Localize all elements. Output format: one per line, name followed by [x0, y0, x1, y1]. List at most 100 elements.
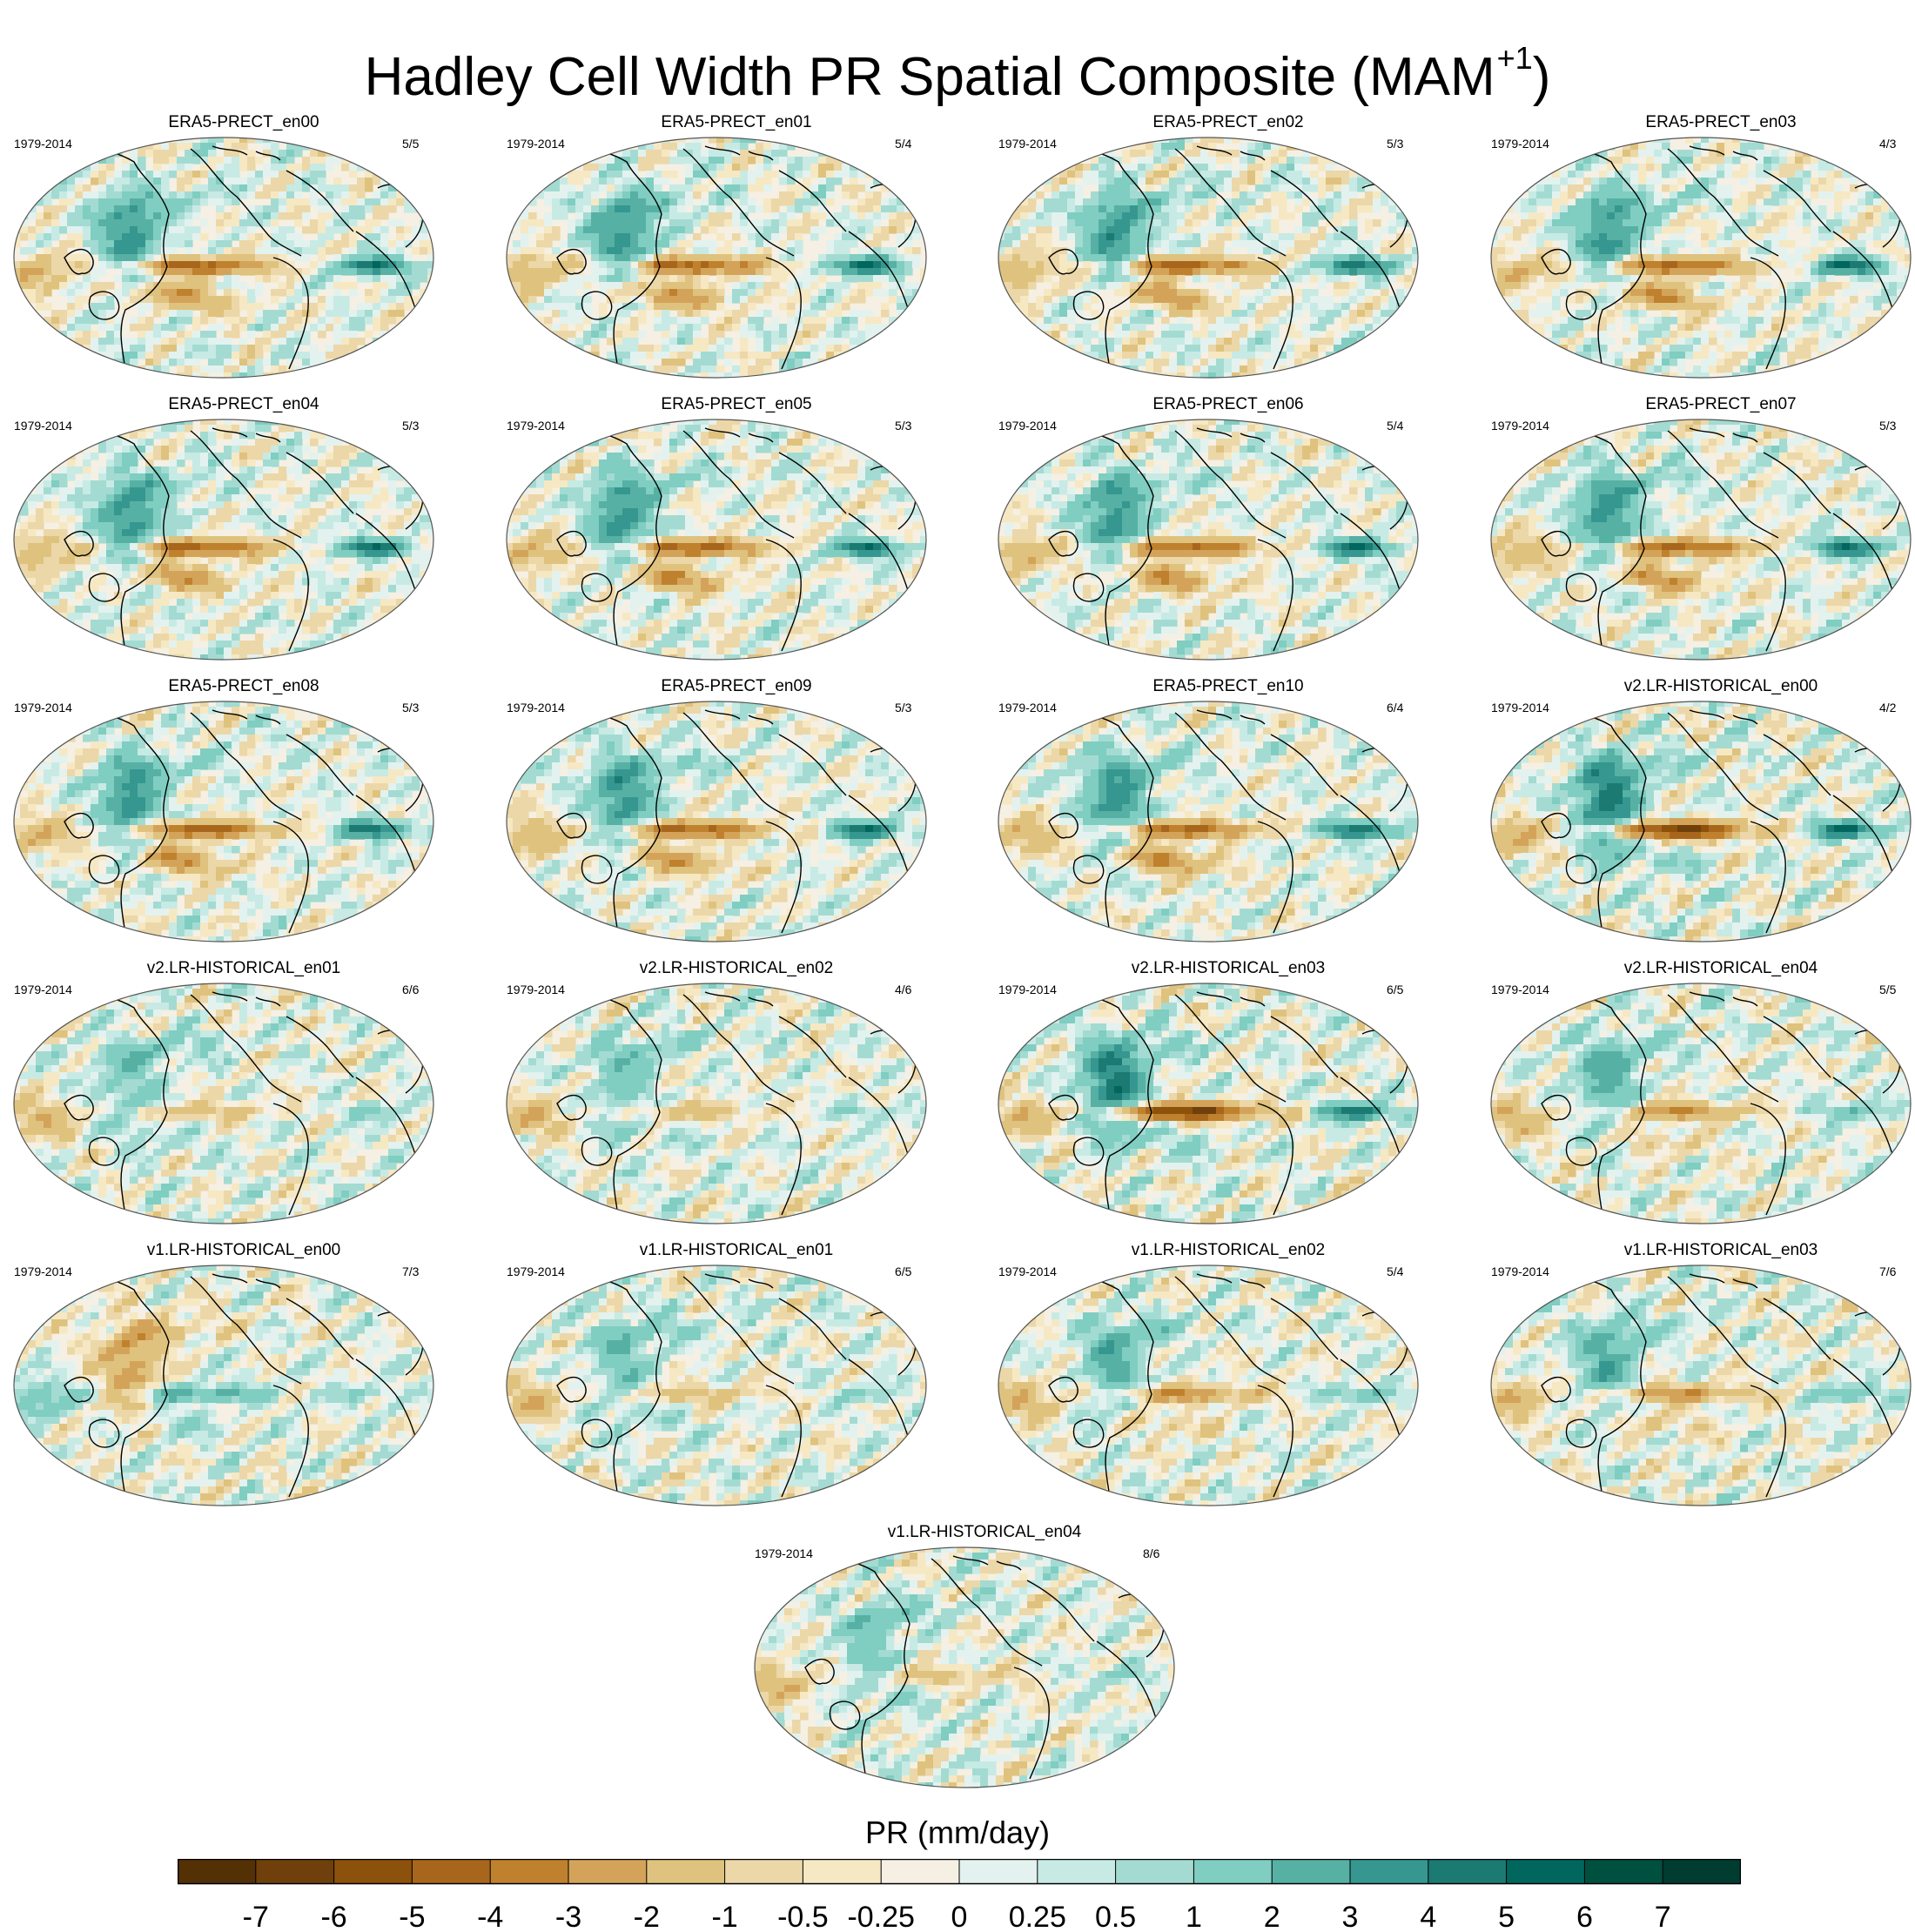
field-cell: [528, 226, 537, 234]
field-cell: [599, 233, 608, 241]
field-cell: [1028, 261, 1037, 269]
field-cell: [1153, 226, 1162, 234]
field-cell: [1161, 317, 1170, 325]
field-cell: [1373, 164, 1381, 171]
field-cell: [1255, 219, 1264, 227]
panel-period: 1979-2014: [1491, 137, 1549, 151]
field-cell: [161, 310, 170, 318]
field-cell: [1083, 282, 1092, 290]
field-cell: [263, 345, 272, 352]
field-cell: [630, 317, 639, 325]
field-cell: [357, 359, 366, 366]
field-cell: [44, 345, 52, 352]
field-cell: [787, 138, 796, 144]
field-cell: [36, 171, 44, 178]
field-cell: [44, 138, 52, 144]
field-cell: [544, 359, 553, 366]
field-cell: [208, 138, 217, 144]
panel-title: ERA5-PRECT_en02: [984, 113, 1472, 132]
field-cell: [286, 157, 295, 164]
field-cell: [412, 338, 420, 345]
field-cell: [873, 345, 882, 352]
field-cell: [1326, 331, 1334, 339]
field-cell: [1075, 184, 1084, 192]
field-cell: [28, 247, 37, 255]
field-cell: [1365, 282, 1374, 290]
field-cell: [654, 150, 662, 158]
field-cell: [544, 268, 553, 276]
field-cell: [1099, 191, 1107, 199]
field-cell: [1279, 352, 1287, 359]
field-cell: [638, 150, 647, 158]
field-cell: [294, 282, 303, 290]
field-cell: [1404, 157, 1413, 164]
field-cell: [1263, 240, 1272, 248]
field-cell: [20, 198, 29, 206]
field-cell: [1036, 150, 1045, 158]
field-cell: [622, 226, 631, 234]
field-cell: [14, 372, 21, 378]
field-cell: [1365, 289, 1374, 297]
field-cell: [1208, 296, 1217, 304]
field-cell: [1349, 240, 1358, 248]
field-cell: [208, 366, 217, 373]
field-cell: [732, 184, 741, 192]
field-cell: [591, 143, 600, 151]
field-cell: [271, 233, 279, 241]
field-cell: [1122, 352, 1131, 359]
field-cell: [685, 178, 694, 185]
field-cell: [404, 254, 413, 262]
field-cell: [1897, 138, 1905, 144]
field-cell: [920, 143, 926, 151]
field-cell: [756, 366, 764, 373]
field-cell: [599, 247, 608, 255]
field-cell: [51, 317, 60, 325]
field-cell: [1208, 310, 1217, 318]
field-cell: [1826, 150, 1835, 158]
field-cell: [373, 240, 381, 248]
field-cell: [716, 164, 725, 171]
field-cell: [1216, 240, 1225, 248]
field-cell: [521, 247, 529, 255]
field-cell: [803, 164, 811, 171]
field-cell: [818, 178, 827, 185]
field-cell: [106, 317, 115, 325]
field-cell: [1341, 138, 1350, 144]
field-cell: [1114, 324, 1123, 332]
field-cell: [1075, 268, 1084, 276]
field-cell: [615, 268, 623, 276]
field-cell: [1012, 261, 1021, 269]
field-cell: [310, 164, 319, 171]
field-cell: [169, 317, 178, 325]
field-cell: [1263, 366, 1272, 373]
field-cell: [865, 261, 874, 269]
field-cell: [622, 254, 631, 262]
field-cell: [380, 191, 389, 199]
field-cell: [302, 138, 311, 144]
field-cell: [693, 296, 702, 304]
field-cell: [803, 219, 811, 227]
field-cell: [427, 352, 433, 359]
field-cell: [1052, 289, 1060, 297]
field-cell: [1271, 226, 1280, 234]
field-cell: [1200, 171, 1209, 178]
field-cell: [373, 212, 381, 220]
field-cell: [912, 178, 921, 185]
field-cell: [83, 191, 91, 199]
field-cell: [583, 359, 592, 366]
field-cell: [622, 219, 631, 227]
field-cell: [1083, 240, 1092, 248]
field-cell: [294, 324, 303, 332]
field-cell: [1075, 275, 1084, 283]
field-cell: [318, 178, 326, 185]
field-cell: [224, 303, 232, 311]
field-cell: [1310, 275, 1319, 283]
field-cell: [1513, 157, 1522, 164]
field-cell: [1294, 372, 1303, 378]
field-cell: [1169, 212, 1178, 220]
field-cell: [349, 324, 358, 332]
field-cell: [1130, 171, 1139, 178]
field-cell: [106, 205, 115, 213]
field-cell: [373, 157, 381, 164]
coastline: [88, 291, 120, 320]
